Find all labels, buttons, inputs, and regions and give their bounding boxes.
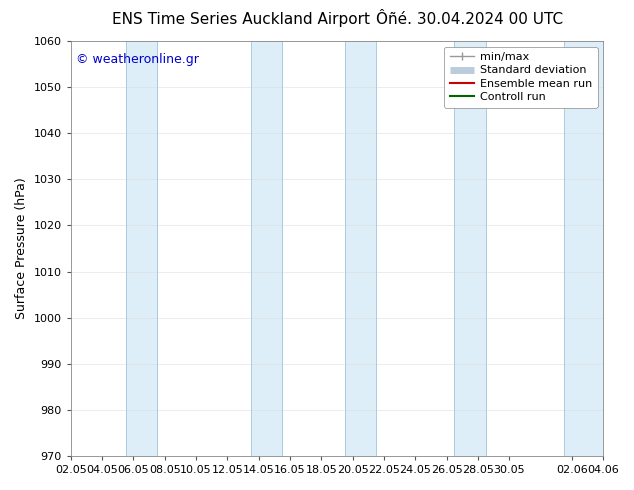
Bar xyxy=(345,41,376,456)
Text: © weatheronline.gr: © weatheronline.gr xyxy=(76,53,199,67)
Bar xyxy=(455,41,486,456)
Text: Ôñé. 30.04.2024 00 UTC: Ôñé. 30.04.2024 00 UTC xyxy=(375,12,563,27)
Legend: min/max, Standard deviation, Ensemble mean run, Controll run: min/max, Standard deviation, Ensemble me… xyxy=(444,47,598,108)
Bar xyxy=(251,41,282,456)
Bar xyxy=(126,41,157,456)
Text: ENS Time Series Auckland Airport: ENS Time Series Auckland Airport xyxy=(112,12,370,27)
Bar xyxy=(564,41,611,456)
Y-axis label: Surface Pressure (hPa): Surface Pressure (hPa) xyxy=(15,178,28,319)
